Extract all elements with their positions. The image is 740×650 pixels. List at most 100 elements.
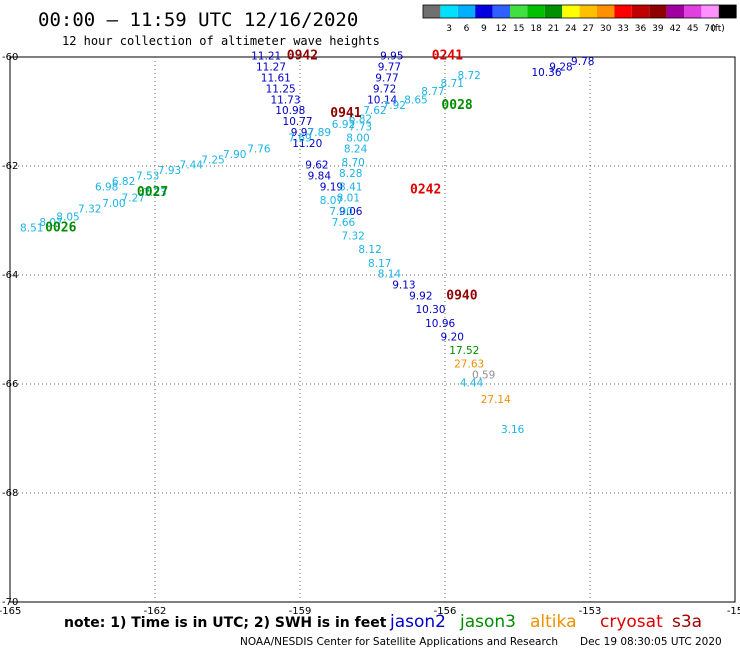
- color-swatch: [562, 5, 580, 18]
- wave-height-label: 10.36: [531, 67, 561, 79]
- satellite-legend-cryosat: cryosat: [600, 612, 663, 632]
- wave-height-label: 9.77: [378, 62, 401, 74]
- wave-height-label: 8.00: [346, 132, 369, 144]
- color-swatch: [492, 5, 510, 18]
- wave-height-label: 11.27: [256, 62, 286, 74]
- color-swatch: [457, 5, 476, 18]
- wave-height-label: 9.06: [339, 206, 363, 218]
- wave-height-label: 9.19: [320, 182, 343, 194]
- color-legend-label: 45: [687, 24, 698, 34]
- color-legend-label: 39: [652, 24, 664, 34]
- wave-height-label: 9.72: [373, 83, 396, 95]
- color-legend-frame: [422, 4, 737, 19]
- wave-height-label: 8.51: [20, 222, 43, 234]
- color-swatch: [701, 5, 719, 18]
- wave-height-label: 11.73: [270, 94, 300, 106]
- wave-height-label: 17.52: [449, 345, 479, 357]
- wave-height-label: 7.32: [78, 203, 101, 215]
- color-swatch: [631, 5, 650, 18]
- x-tick-label: -156: [434, 606, 457, 617]
- wave-height-label: 9.84: [308, 171, 332, 183]
- color-swatch: [597, 5, 615, 18]
- footer-credit: NOAA/NESDIS Center for Satellite Applica…: [240, 636, 558, 648]
- wave-height-label: 8.07: [320, 195, 343, 207]
- wave-height-label: 8.12: [358, 244, 381, 256]
- wave-height-label: 11.21: [251, 51, 281, 63]
- wave-height-label: 7.53: [136, 171, 159, 183]
- color-swatch: [684, 5, 702, 18]
- wave-height-label: 8.05: [56, 212, 79, 224]
- color-legend-unit: (ft): [711, 24, 725, 34]
- wave-height-label: 8.72: [457, 70, 480, 82]
- wave-height-label: 7.44: [180, 160, 204, 172]
- time-annotations: 0942 0941 0940 0241 0242 0028 0027 0026: [45, 49, 478, 304]
- pass-time-label: 0027: [137, 185, 168, 200]
- wave-height-label: 10.98: [275, 105, 305, 117]
- satellite-legend-jason3: jason3: [459, 612, 516, 632]
- wave-height-label: 6.82: [349, 113, 372, 125]
- x-tick-label: -162: [144, 606, 167, 617]
- pass-time-label: 0028: [441, 98, 472, 113]
- color-legend-label: 15: [513, 24, 524, 34]
- color-swatch: [649, 5, 667, 18]
- wave-height-label: 7.76: [247, 143, 271, 155]
- x-tick-label: -159: [289, 606, 312, 617]
- y-tick-label: -66: [2, 379, 18, 390]
- y-tick-label: -64: [2, 270, 18, 281]
- wave-height-label: 7.90: [223, 149, 246, 161]
- color-legend-label: 36: [635, 24, 647, 34]
- wave-height-label: 8.65: [404, 94, 427, 106]
- axis-ticks: -165 -162 -159 -156 -153 -15 -60 -62 -64 -66 -68 -7…: [0, 52, 740, 617]
- satellite-legend-altika: altika: [530, 612, 577, 632]
- plot-area: -165 -162 -159 -156 -153 -15 -60 -62 -64 -66 -68 -7…: [0, 49, 740, 617]
- wave-height-label: 9.92: [409, 291, 432, 303]
- wave-height-label: 8.70: [341, 157, 364, 169]
- wave-height-label: 10.96: [425, 318, 455, 330]
- color-swatch: [579, 5, 597, 18]
- y-tick-label: -60: [2, 52, 18, 63]
- wave-height-label: 9.78: [571, 56, 594, 68]
- color-legend-label: 30: [600, 24, 612, 34]
- pass-time-label: 0940: [446, 289, 477, 304]
- color-legend-label: 12: [496, 24, 507, 34]
- wave-height-label: 3.16: [501, 424, 525, 436]
- chart-title: 00:00 – 11:59 UTC 12/16/2020: [38, 9, 358, 31]
- wave-height-label: 8.28: [339, 168, 362, 180]
- wave-height-label: 11.25: [266, 83, 296, 95]
- color-swatch: [718, 5, 737, 18]
- wave-height-label: 10.30: [415, 304, 445, 316]
- wave-height-label: 10.77: [283, 116, 313, 128]
- x-tick-label: -15: [727, 606, 740, 617]
- wave-height-label: 7.62: [363, 105, 386, 117]
- pass-time-label: 0941: [330, 106, 361, 121]
- wave-height-label: 6.82: [112, 176, 135, 188]
- color-swatch: [544, 5, 563, 18]
- color-legend-label: 27: [583, 24, 594, 34]
- plot-frame: [9, 56, 736, 603]
- pass-time-label: 0242: [410, 182, 441, 197]
- wave-height-label: 7.23: [143, 187, 166, 199]
- wave-height-label: 7.92: [383, 100, 406, 112]
- wave-height-label: 7.73: [349, 122, 372, 134]
- pass-time-label: 0942: [287, 49, 318, 64]
- wave-height-label: 4.44: [460, 378, 484, 390]
- wave-height-label: 6.92: [332, 119, 355, 131]
- wave-height-label: 11.61: [261, 73, 291, 85]
- wave-height-label: 8.24: [344, 143, 368, 155]
- wave-height-label: 9.20: [441, 331, 464, 343]
- color-legend-label: 9: [481, 24, 487, 34]
- color-legend-label: 3: [446, 24, 452, 34]
- wave-height-label: 8.71: [441, 78, 464, 90]
- color-swatch: [666, 5, 684, 18]
- wave-height-label: 9.13: [392, 280, 415, 292]
- color-swatch: [510, 5, 528, 18]
- wave-height-label: 8.41: [339, 182, 362, 194]
- color-swatch: [423, 5, 441, 18]
- chart-subtitle: 12 hour collection of altimeter wave hei…: [62, 34, 380, 48]
- wave-height-label: 9.77: [375, 73, 398, 85]
- x-tick-label: -165: [0, 606, 21, 617]
- y-tick-label: -62: [2, 161, 18, 172]
- wave-height-label: 7.89: [308, 127, 331, 139]
- y-tick-label: -70: [2, 597, 18, 608]
- wave-height-label: 6.98: [95, 182, 118, 194]
